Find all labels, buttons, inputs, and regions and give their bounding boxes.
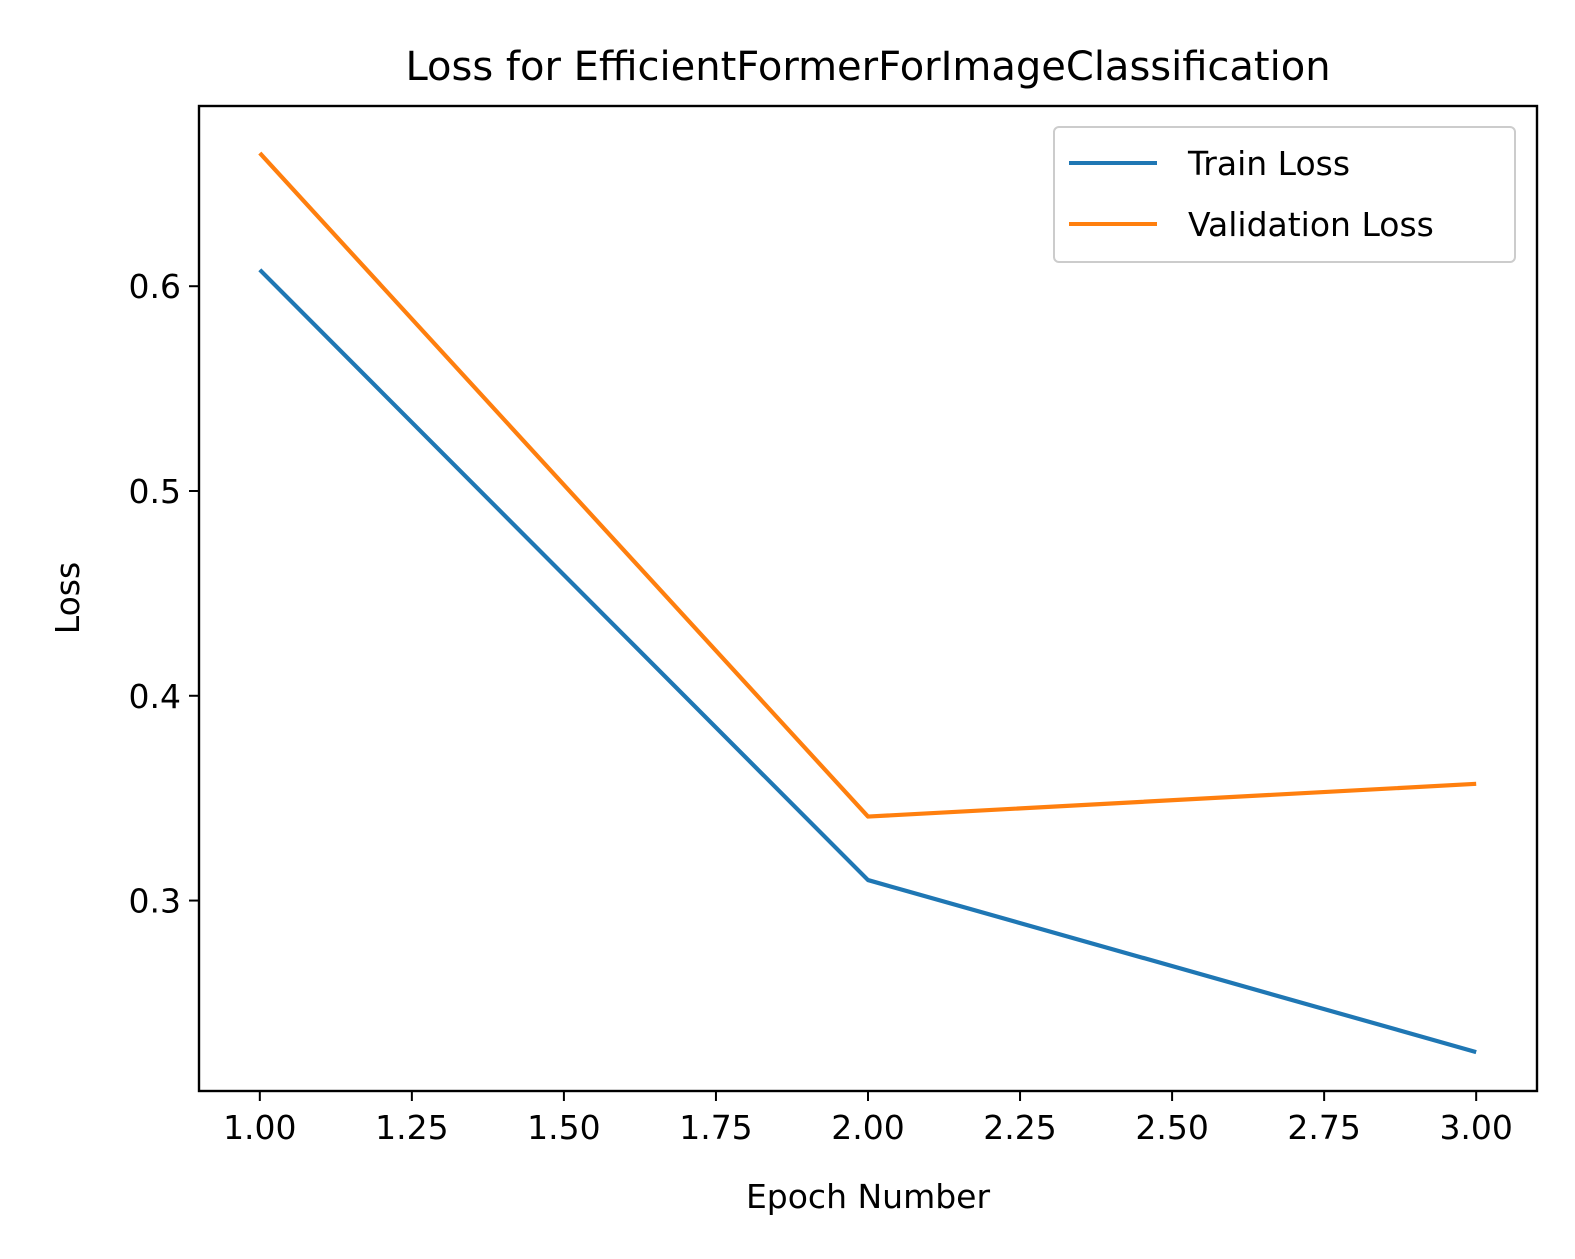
- validation-loss-line: [258, 151, 1477, 819]
- x-tick-label: 2.00: [831, 1108, 904, 1147]
- y-axis: 0.3 0.4 0.5 0.6: [129, 267, 199, 921]
- y-tick-label: 0.5: [129, 472, 181, 511]
- plot-area: [258, 151, 1477, 1055]
- legend-validation-label: Validation Loss: [1188, 205, 1434, 244]
- legend: Train Loss Validation Loss: [1053, 126, 1516, 263]
- chart-title: Loss for EfficientFormerForImageClassifi…: [405, 44, 1330, 90]
- x-tick-label: 2.25: [983, 1108, 1056, 1147]
- x-tick-label: 1.00: [223, 1108, 296, 1147]
- x-tick-label: 3.00: [1439, 1108, 1512, 1147]
- x-axis: 1.00 1.25 1.50 1.75 2.00 2.25 2.50 2.75 3.00: [223, 1091, 1513, 1147]
- y-axis-label: Loss: [48, 562, 87, 634]
- x-tick-label: 1.75: [679, 1108, 752, 1147]
- legend-train-label: Train Loss: [1187, 144, 1350, 183]
- legend-frame: [1053, 126, 1516, 263]
- y-tick-label: 0.6: [129, 267, 181, 306]
- x-tick-label: 1.25: [375, 1108, 448, 1147]
- x-axis-label: Epoch Number: [746, 1177, 991, 1216]
- y-tick-label: 0.4: [129, 677, 181, 716]
- x-tick-label: 1.50: [527, 1108, 600, 1147]
- x-tick-label: 2.50: [1135, 1108, 1208, 1147]
- y-tick-label: 0.3: [129, 882, 181, 921]
- train-loss-line: [258, 268, 1477, 1055]
- x-tick-label: 2.75: [1287, 1108, 1360, 1147]
